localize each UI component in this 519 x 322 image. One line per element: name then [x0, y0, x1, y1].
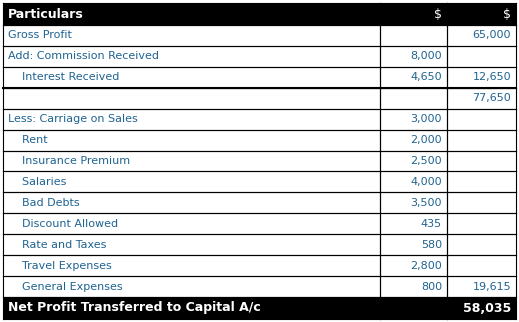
- Bar: [380, 130, 447, 151]
- Text: Bad Debts: Bad Debts: [8, 198, 79, 208]
- Text: Salaries: Salaries: [8, 177, 66, 187]
- Bar: [447, 25, 516, 46]
- Bar: [380, 151, 447, 171]
- Text: 800: 800: [421, 281, 442, 291]
- Bar: [3, 109, 380, 130]
- Bar: [447, 276, 516, 297]
- Text: 65,000: 65,000: [472, 31, 511, 41]
- Bar: [380, 192, 447, 213]
- Bar: [3, 213, 380, 234]
- Bar: [380, 3, 447, 25]
- Bar: [380, 109, 447, 130]
- Text: 19,615: 19,615: [472, 281, 511, 291]
- Text: Net Profit Transferred to Capital A/c: Net Profit Transferred to Capital A/c: [8, 301, 261, 315]
- Bar: [447, 67, 516, 88]
- Bar: [3, 25, 380, 46]
- Bar: [380, 46, 447, 67]
- Text: Particulars: Particulars: [8, 7, 84, 21]
- Bar: [380, 25, 447, 46]
- Text: Interest Received: Interest Received: [8, 72, 119, 82]
- Bar: [447, 46, 516, 67]
- Text: 3,000: 3,000: [411, 114, 442, 124]
- Bar: [447, 234, 516, 255]
- Bar: [3, 234, 380, 255]
- Bar: [3, 151, 380, 171]
- Text: Travel Expenses: Travel Expenses: [8, 260, 112, 270]
- Bar: [380, 88, 447, 109]
- Text: $: $: [434, 7, 442, 21]
- Text: 12,650: 12,650: [472, 72, 511, 82]
- Text: $: $: [503, 7, 511, 21]
- Bar: [3, 171, 380, 192]
- Bar: [447, 130, 516, 151]
- Bar: [447, 255, 516, 276]
- Bar: [3, 255, 380, 276]
- Text: 77,650: 77,650: [472, 93, 511, 103]
- Text: 3,500: 3,500: [411, 198, 442, 208]
- Bar: [380, 67, 447, 88]
- Text: 4,650: 4,650: [411, 72, 442, 82]
- Bar: [3, 297, 380, 319]
- Text: 8,000: 8,000: [411, 52, 442, 62]
- Bar: [3, 192, 380, 213]
- Text: Rate and Taxes: Rate and Taxes: [8, 240, 106, 250]
- Bar: [447, 297, 516, 319]
- Text: 4,000: 4,000: [411, 177, 442, 187]
- Bar: [380, 171, 447, 192]
- Bar: [447, 151, 516, 171]
- Text: 435: 435: [421, 219, 442, 229]
- Text: 2,500: 2,500: [411, 156, 442, 166]
- Text: Insurance Premium: Insurance Premium: [8, 156, 130, 166]
- Text: 2,800: 2,800: [410, 260, 442, 270]
- Bar: [380, 276, 447, 297]
- Bar: [447, 192, 516, 213]
- Bar: [380, 234, 447, 255]
- Bar: [447, 213, 516, 234]
- Text: General Expenses: General Expenses: [8, 281, 122, 291]
- Bar: [380, 213, 447, 234]
- Bar: [380, 297, 447, 319]
- Text: Less: Carriage on Sales: Less: Carriage on Sales: [8, 114, 138, 124]
- Text: 2,000: 2,000: [411, 135, 442, 145]
- Text: Gross Profit: Gross Profit: [8, 31, 72, 41]
- Bar: [3, 88, 380, 109]
- Bar: [3, 67, 380, 88]
- Bar: [447, 171, 516, 192]
- Text: 58,035: 58,035: [463, 301, 511, 315]
- Bar: [447, 109, 516, 130]
- Text: 580: 580: [421, 240, 442, 250]
- Bar: [447, 88, 516, 109]
- Text: Add: Commission Received: Add: Commission Received: [8, 52, 159, 62]
- Bar: [380, 255, 447, 276]
- Bar: [3, 46, 380, 67]
- Bar: [447, 3, 516, 25]
- Bar: [3, 130, 380, 151]
- Bar: [3, 3, 380, 25]
- Bar: [3, 276, 380, 297]
- Text: Discount Allowed: Discount Allowed: [8, 219, 118, 229]
- Text: Rent: Rent: [8, 135, 48, 145]
